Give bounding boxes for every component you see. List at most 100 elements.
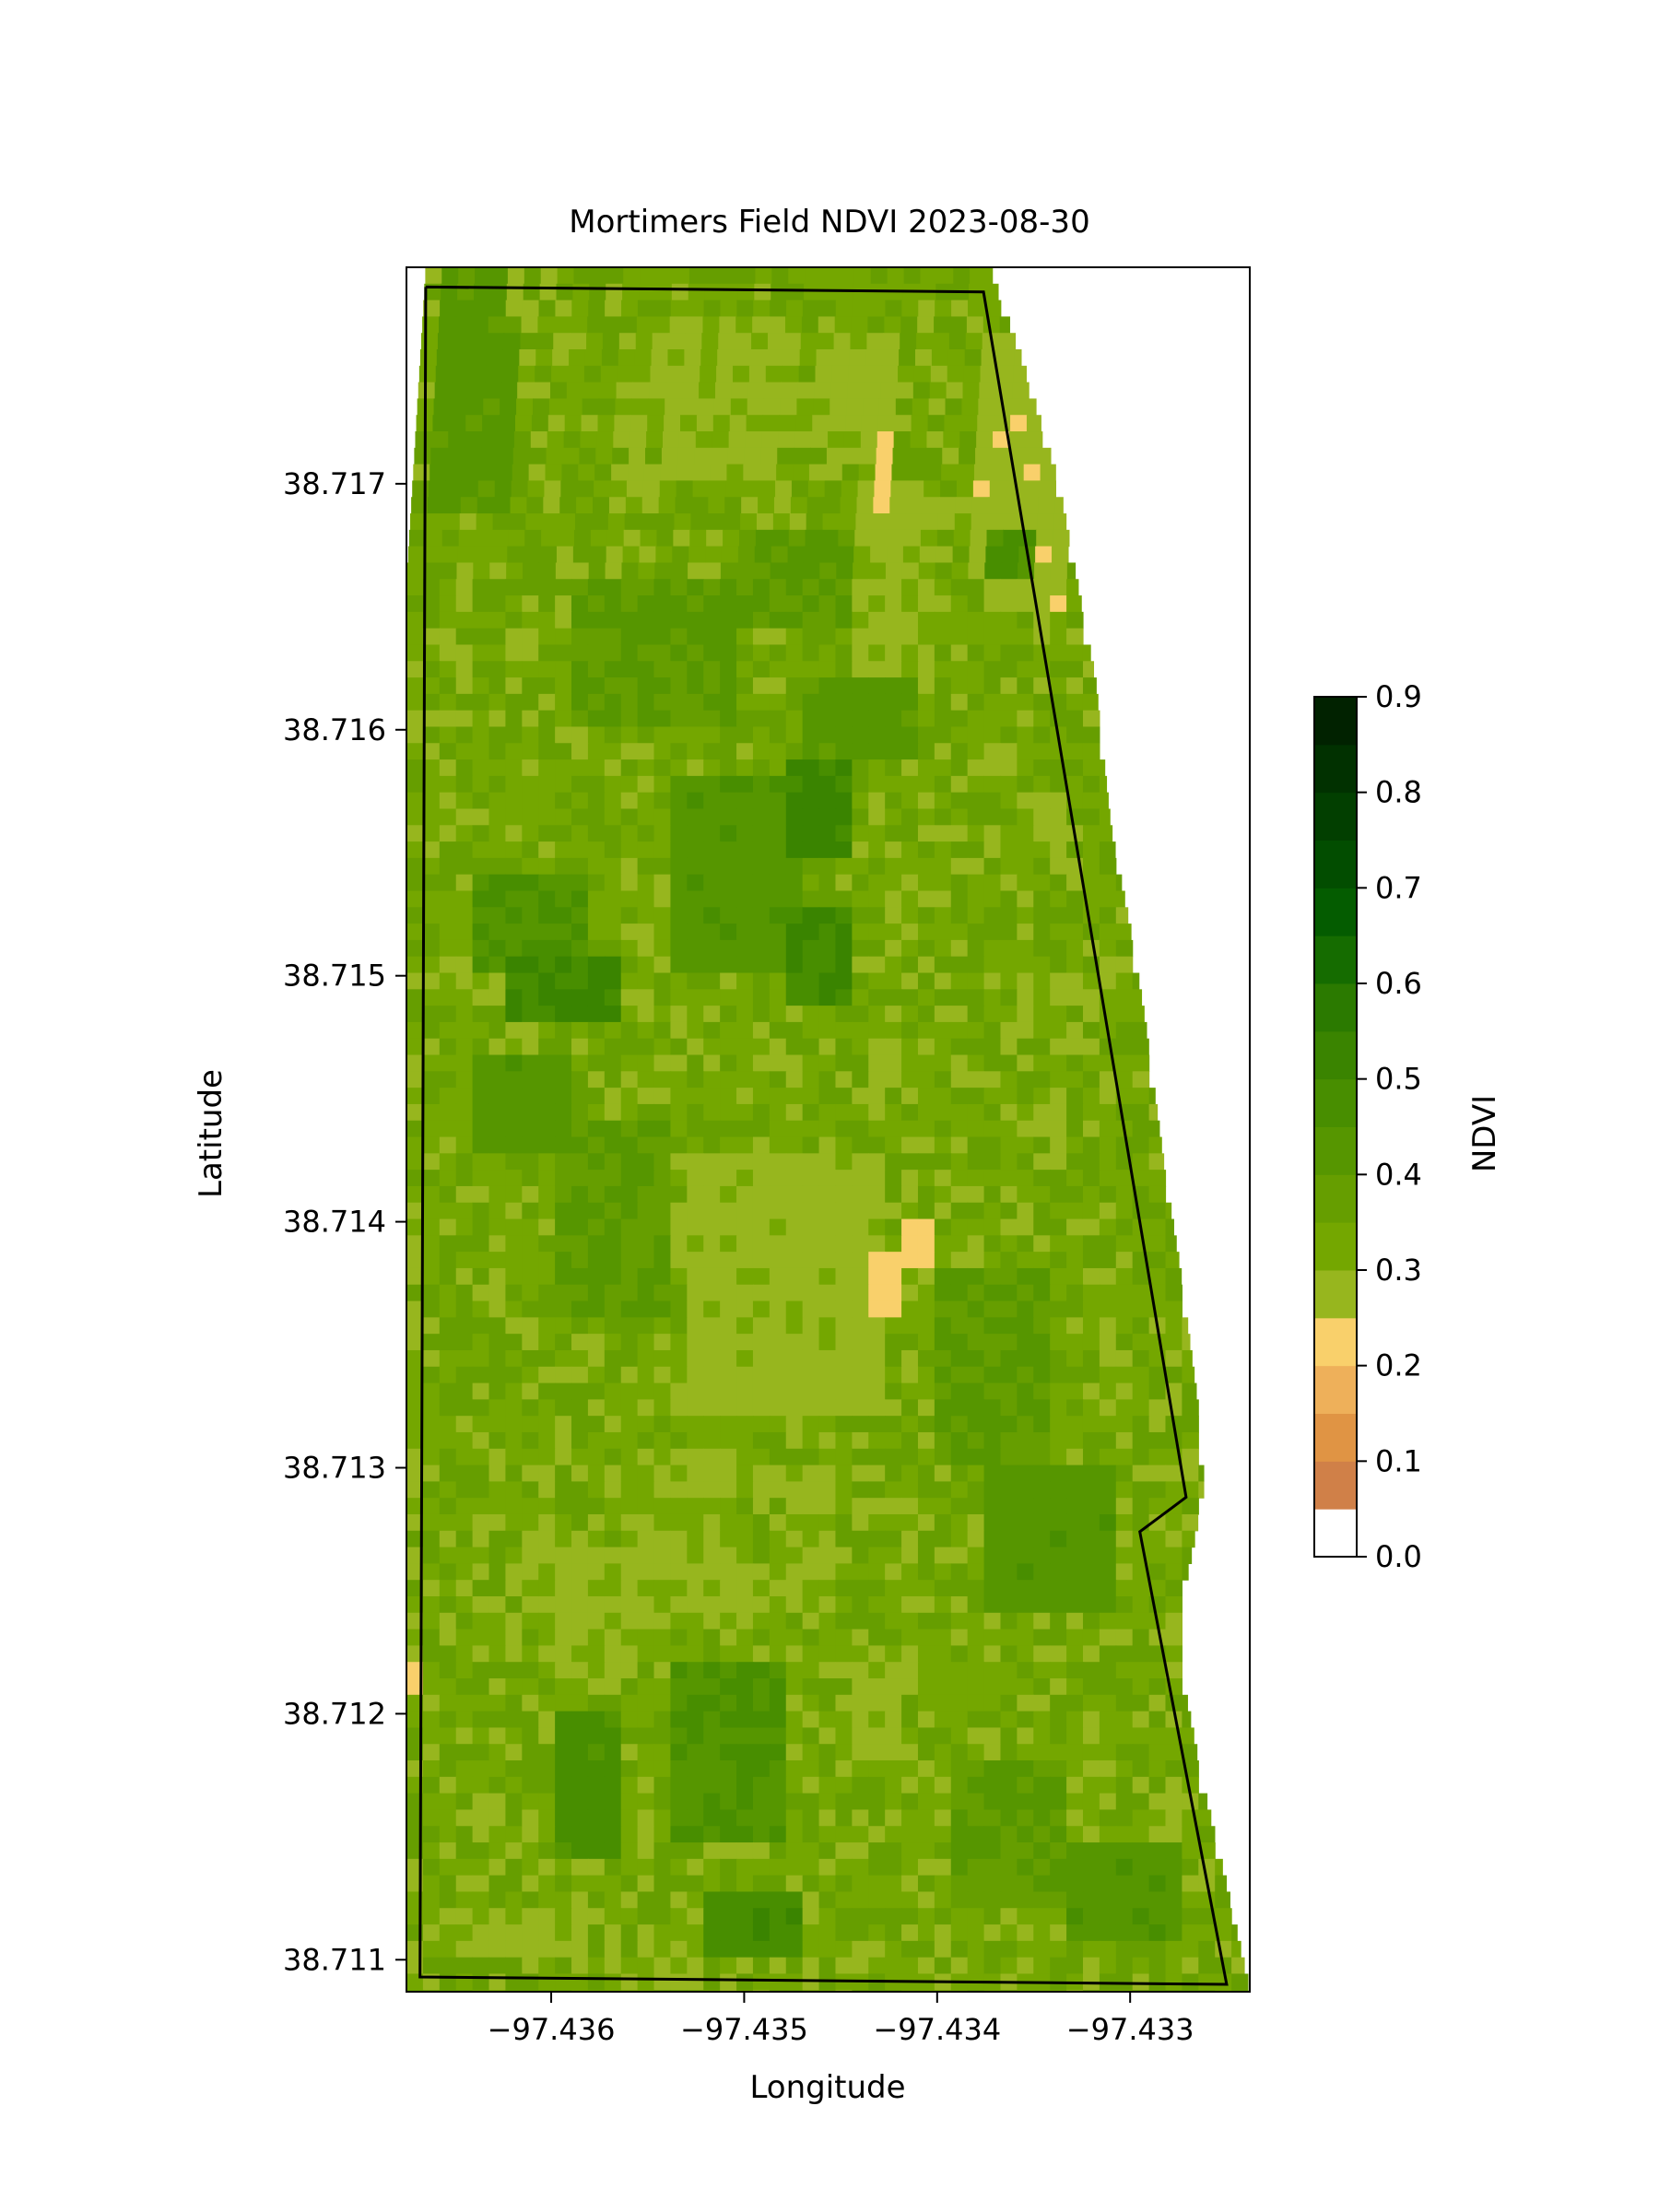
ndvi-cell	[587, 1875, 606, 1893]
ndvi-cell	[571, 775, 589, 794]
ndvi-cell	[802, 989, 820, 1006]
ndvi-cell	[555, 1826, 572, 1843]
ndvi-cell	[472, 1662, 490, 1679]
ndvi-cell	[671, 562, 688, 580]
ndvi-cell	[852, 1547, 869, 1564]
ndvi-cell	[806, 513, 824, 531]
ndvi-cell	[703, 956, 721, 974]
ndvi-cell	[989, 480, 1007, 498]
ndvi-cell	[455, 1252, 474, 1269]
ndvi-cell	[736, 1465, 754, 1482]
ndvi-cell	[653, 1153, 672, 1171]
ndvi-cell	[1082, 1334, 1100, 1351]
ndvi-cell	[934, 1218, 952, 1236]
ndvi-cell	[653, 1563, 672, 1581]
ndvi-cell	[769, 1711, 787, 1729]
ndvi-cell	[885, 1267, 902, 1286]
ndvi-cell	[769, 1382, 787, 1400]
ndvi-cell	[955, 497, 973, 514]
ndvi-cell	[687, 1662, 704, 1679]
ndvi-cell	[736, 726, 754, 744]
ndvi-cell	[465, 431, 482, 449]
ndvi-cell	[1165, 1891, 1182, 1909]
ndvi-cell	[537, 316, 555, 334]
ndvi-cell	[807, 480, 826, 498]
ndvi-cell	[1165, 1284, 1182, 1302]
ndvi-cell	[653, 1924, 672, 1942]
ndvi-cell	[554, 316, 571, 334]
ndvi-cell	[950, 1776, 969, 1794]
ndvi-cell	[406, 693, 424, 712]
ndvi-cell	[720, 1924, 737, 1942]
ndvi-cell	[852, 1267, 869, 1286]
ndvi-cell	[835, 841, 853, 859]
ndvi-cell	[1182, 1826, 1199, 1843]
ndvi-cell	[406, 1431, 424, 1450]
ndvi-cell	[637, 1267, 655, 1286]
ndvi-cell	[1148, 1940, 1167, 1959]
ndvi-cell	[439, 677, 457, 695]
ndvi-cell	[736, 1006, 754, 1023]
ndvi-cell	[654, 562, 672, 580]
ndvi-cell	[538, 710, 556, 728]
ndvi-cell	[852, 775, 869, 794]
ndvi-cell	[752, 1038, 771, 1056]
ndvi-cell	[1066, 890, 1084, 908]
ndvi-cell	[868, 989, 886, 1006]
ndvi-cell	[852, 1416, 869, 1433]
ndvi-cell	[551, 365, 569, 383]
ndvi-cell	[1082, 1891, 1100, 1909]
ndvi-cell	[670, 1202, 688, 1220]
ndvi-cell	[901, 1513, 919, 1532]
ndvi-cell	[555, 1498, 572, 1515]
ndvi-cell	[1052, 546, 1069, 564]
ndvi-cell	[1231, 1990, 1249, 1992]
ndvi-cell	[1099, 1826, 1117, 1843]
ndvi-cell	[406, 1120, 424, 1138]
ndvi-cell	[1132, 1662, 1150, 1679]
ndvi-cell	[505, 1431, 523, 1450]
ndvi-cell	[802, 1465, 820, 1482]
ndvi-cell	[970, 267, 987, 285]
ndvi-cell	[785, 644, 804, 662]
ndvi-cell	[653, 1711, 672, 1729]
ndvi-cell	[422, 1793, 441, 1811]
ndvi-cell	[639, 546, 656, 564]
ndvi-cell	[455, 1908, 474, 1925]
ndvi-cell	[1082, 1596, 1100, 1614]
ndvi-cell	[488, 1645, 507, 1663]
ndvi-cell	[1165, 1349, 1182, 1368]
ndvi-cell	[1033, 841, 1051, 859]
ndvi-cell	[472, 1530, 490, 1548]
ndvi-cell	[547, 431, 565, 449]
ndvi-cell	[769, 1300, 787, 1318]
ndvi-cell	[983, 693, 1002, 712]
ndvi-cell	[703, 1891, 721, 1909]
ndvi-cell	[720, 1202, 737, 1220]
ndvi-cell	[950, 1448, 969, 1466]
ndvi-cell	[439, 726, 457, 744]
ndvi-cell	[488, 611, 507, 629]
ndvi-cell	[736, 1382, 754, 1400]
ndvi-cell	[488, 628, 507, 646]
ndvi-cell	[785, 1694, 804, 1712]
ndvi-cell	[852, 1317, 869, 1335]
ndvi-cell	[917, 1694, 935, 1712]
ndvi-cell	[720, 1498, 737, 1515]
ndvi-cell	[570, 333, 587, 350]
ndvi-cell	[1115, 1760, 1134, 1778]
ndvi-cell	[917, 1284, 935, 1302]
ndvi-cell	[857, 480, 876, 498]
ndvi-cell	[720, 1940, 737, 1959]
ndvi-cell	[637, 1973, 655, 1991]
ndvi-cell	[488, 1153, 507, 1171]
ndvi-cell	[1115, 972, 1134, 990]
ndvi-cell	[522, 907, 539, 924]
ndvi-cell	[1115, 1006, 1134, 1023]
ndvi-cell	[813, 398, 830, 416]
ndvi-cell	[934, 1185, 952, 1204]
ndvi-cell	[901, 989, 919, 1006]
ndvi-cell	[1066, 1317, 1084, 1335]
ndvi-cell	[406, 1185, 424, 1204]
ndvi-cell	[505, 1006, 523, 1023]
